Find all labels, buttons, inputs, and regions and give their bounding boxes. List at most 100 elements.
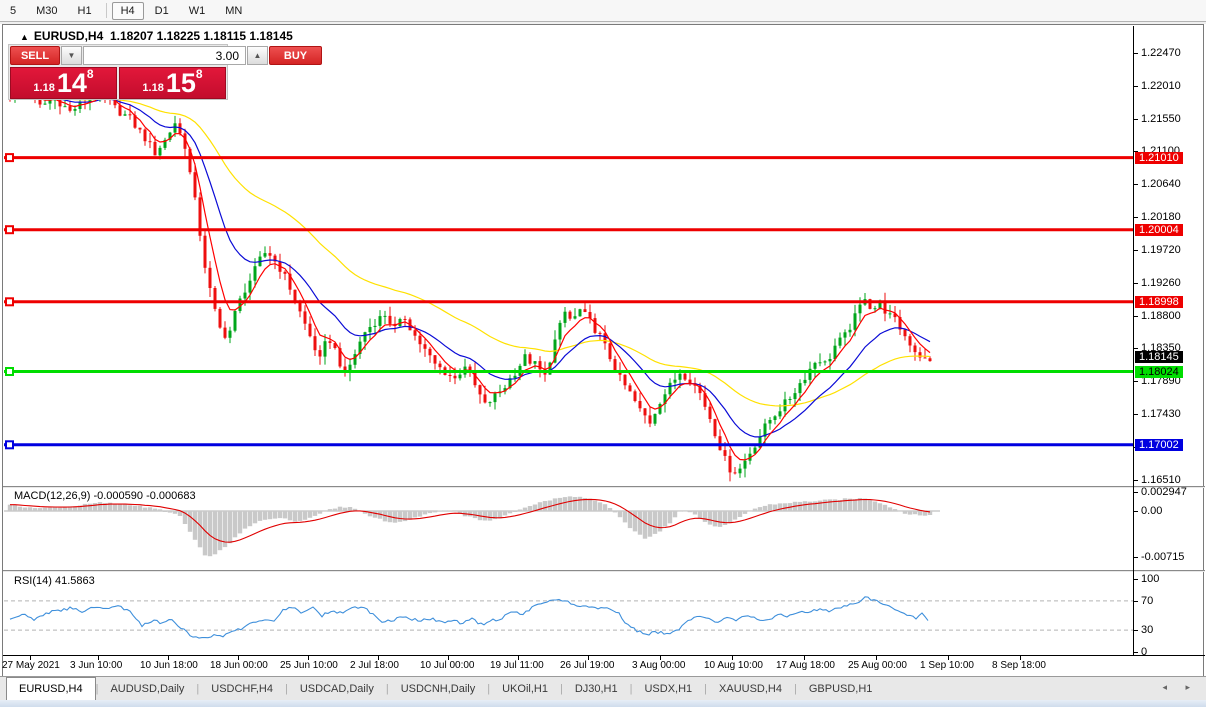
volume-input[interactable] [83, 46, 246, 65]
tab-scroll-arrows[interactable]: ◂ ▸ [1162, 682, 1198, 692]
chart-tab-ukoil[interactable]: UKOil,H1 [502, 682, 548, 695]
price-tick-label: 1.22470 [1141, 47, 1181, 59]
timeframe-button-5[interactable]: 5 [10, 4, 17, 17]
up-arrow-icon: ▲ [253, 51, 262, 60]
h-line-handle[interactable] [5, 153, 14, 163]
buy-price-big: 15 [165, 68, 196, 98]
price-tick [1134, 316, 1138, 317]
down-arrow-icon: ▼ [67, 51, 76, 60]
time-label: 18 Jun 00:00 [210, 660, 268, 671]
time-axis-line [3, 655, 1205, 656]
chart-title: ▲ EURUSD,H4 1.18207 1.18225 1.18115 1.181… [20, 29, 293, 43]
price-tick [1134, 381, 1138, 382]
tab-separator: | [793, 682, 797, 695]
one-click-collapse-icon[interactable]: ▲ [20, 32, 29, 42]
time-tick [732, 656, 733, 660]
sell-price-box[interactable]: 1.18 14 8 [10, 67, 117, 99]
line-price-label: 1.20004 [1135, 224, 1183, 236]
chart-tab-gbpusd[interactable]: GBPUSD,H1 [808, 682, 873, 695]
h-line-handle[interactable] [5, 225, 14, 235]
price-tick [1134, 348, 1138, 349]
h-line-handle[interactable] [5, 440, 14, 450]
chart-tab-usdcnh[interactable]: USDCNH,Daily [400, 682, 476, 695]
buy-price-pip: 8 [195, 67, 203, 81]
price-tick [1134, 250, 1138, 251]
chart-tab-dj30[interactable]: DJ30,H1 [574, 682, 618, 695]
line-price-label: 1.21010 [1135, 152, 1183, 164]
time-label: 2 Jul 18:00 [350, 660, 399, 671]
price-chart-canvas[interactable] [4, 26, 1133, 486]
tab-separator: | [487, 682, 491, 695]
time-label: 10 Jun 18:00 [140, 660, 198, 671]
line-price-label: 1.18998 [1135, 296, 1183, 308]
macd-splitter[interactable] [3, 486, 1205, 488]
rsi-tick-label: 70 [1141, 595, 1154, 607]
tab-separator: | [285, 682, 288, 695]
volume-increase-button[interactable]: ▲ [247, 46, 268, 65]
time-label: 3 Aug 00:00 [632, 660, 686, 671]
buy-price-box[interactable]: 1.18 15 8 [119, 67, 226, 99]
time-tick [588, 656, 589, 660]
time-tick [378, 656, 379, 660]
timeframe-button-m30[interactable]: M30 [36, 4, 58, 17]
price-tick [1134, 53, 1138, 54]
time-tick [1020, 656, 1021, 660]
macd-canvas[interactable] [4, 488, 1133, 570]
price-axis-line [1133, 26, 1134, 655]
macd-tick-label: -0.00715 [1141, 551, 1185, 563]
price-tick-label: 1.17430 [1141, 408, 1181, 420]
chart-tab-xauusd[interactable]: XAUUSD,H4 [719, 682, 782, 695]
sell-button[interactable]: SELL [10, 46, 60, 65]
timeframe-button-w1[interactable]: W1 [188, 4, 206, 17]
line-price-label: 1.18024 [1135, 366, 1183, 378]
tab-separator: | [95, 682, 99, 695]
chart-tab-usdchf[interactable]: USDCHF,H4 [211, 682, 273, 695]
price-tick [1134, 86, 1138, 87]
rsi-canvas[interactable] [4, 572, 1133, 654]
price-tick [1134, 217, 1138, 218]
rsi-tick [1134, 652, 1138, 653]
time-label: 27 May 2021 [2, 660, 60, 671]
chart-tab-eurusd[interactable]: EURUSD,H4 [6, 677, 96, 700]
timeframe-button-h1[interactable]: H1 [77, 4, 92, 17]
time-tick [30, 656, 31, 660]
time-label: 1 Sep 10:00 [920, 660, 974, 671]
price-tick-label: 1.21550 [1141, 113, 1181, 125]
tab-separator: | [559, 682, 563, 695]
buy-price-prefix: 1.18 [142, 82, 164, 94]
volume-decrease-button[interactable]: ▼ [61, 46, 82, 65]
buy-button[interactable]: BUY [269, 46, 322, 65]
time-tick [308, 656, 309, 660]
price-tick-label: 1.16510 [1141, 474, 1181, 486]
tab-separator: | [704, 682, 708, 695]
rsi-splitter[interactable] [3, 570, 1205, 572]
timeframe-button-mn[interactable]: MN [225, 4, 243, 17]
chart-tab-usdx[interactable]: USDX,H1 [644, 682, 693, 695]
time-label: 26 Jul 19:00 [560, 660, 615, 671]
timeframe-button-d1[interactable]: D1 [154, 4, 169, 17]
time-label: 19 Jul 11:00 [490, 660, 544, 671]
price-tick [1134, 184, 1138, 185]
toolbar-separator [105, 3, 107, 18]
chart-window [2, 24, 1204, 699]
time-label: 3 Jun 10:00 [70, 660, 123, 671]
price-tick [1134, 480, 1138, 481]
current-price-label: 1.18145 [1135, 351, 1183, 363]
rsi-tick [1134, 601, 1138, 602]
time-tick [660, 656, 661, 660]
status-strip [0, 700, 1206, 707]
rsi-tick [1134, 630, 1138, 631]
sell-price-big: 14 [56, 68, 87, 98]
chart-tab-usdcad[interactable]: USDCAD,Daily [299, 682, 374, 695]
rsi-tick-label: 100 [1141, 573, 1160, 585]
price-tick-label: 1.17890 [1141, 375, 1181, 387]
chart-tab-bar: EURUSD,H4 | AUDUSD,Daily | USDCHF,H4 | USDCAD,… [0, 676, 1206, 700]
timeframe-toolbar: 5 M30 H1 H4 D1 W1 MN [0, 0, 1206, 22]
h-line-handle[interactable] [5, 297, 14, 307]
timeframe-button-h4[interactable]: H4 [111, 1, 144, 20]
chart-tab-audusd[interactable]: AUDUSD,Daily [110, 682, 185, 695]
tab-separator: | [196, 682, 200, 695]
one-click-trading-panel: SELL ▼ ▲ BUY 1.18 14 8 1.18 15 8 [8, 44, 322, 100]
h-line-handle[interactable] [5, 367, 14, 376]
macd-tick [1134, 557, 1138, 558]
